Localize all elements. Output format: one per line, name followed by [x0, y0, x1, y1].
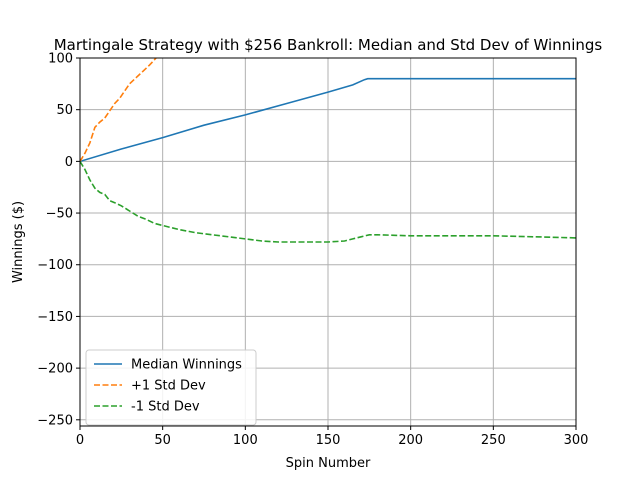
x-axis-label: Spin Number [286, 456, 371, 471]
legend-label-0: Median Winnings [131, 358, 242, 373]
y-axis-label: Winnings ($) [11, 201, 26, 283]
legend-box [85, 349, 257, 426]
x-tick-label: 100 [233, 433, 258, 448]
y-tick-label: −100 [37, 258, 73, 273]
series-line-0 [80, 77, 576, 163]
x-tick-label: 200 [398, 433, 423, 448]
y-tick-label: −200 [37, 362, 73, 377]
x-tick-label: 0 [76, 433, 84, 448]
y-tick-label: 50 [56, 103, 73, 118]
y-tick-label: −50 [46, 207, 73, 222]
axis-ticks: 0 50 100 150 200 250 300 −250 −200 −150 −100 −50 0 50… [37, 52, 588, 449]
legend: Median Winnings +1 Std Dev -1 Std Dev [85, 349, 257, 426]
series-lines [80, 58, 576, 243]
x-tick-label: 250 [481, 433, 506, 448]
series-line-1 [80, 58, 157, 162]
y-tick-label: −250 [37, 413, 73, 428]
y-tick-label: 0 [65, 155, 73, 170]
legend-label-1: +1 Std Dev [131, 379, 206, 394]
x-tick-label: 300 [564, 433, 589, 448]
chart-title: Martingale Strategy with $256 Bankroll: … [54, 36, 603, 54]
y-tick-label: −150 [37, 310, 73, 325]
series-line-2 [80, 160, 576, 243]
x-tick-label: 50 [154, 433, 171, 448]
y-tick-label: 100 [48, 52, 73, 67]
x-tick-label: 150 [316, 433, 341, 448]
legend-label-2: -1 Std Dev [131, 400, 200, 415]
